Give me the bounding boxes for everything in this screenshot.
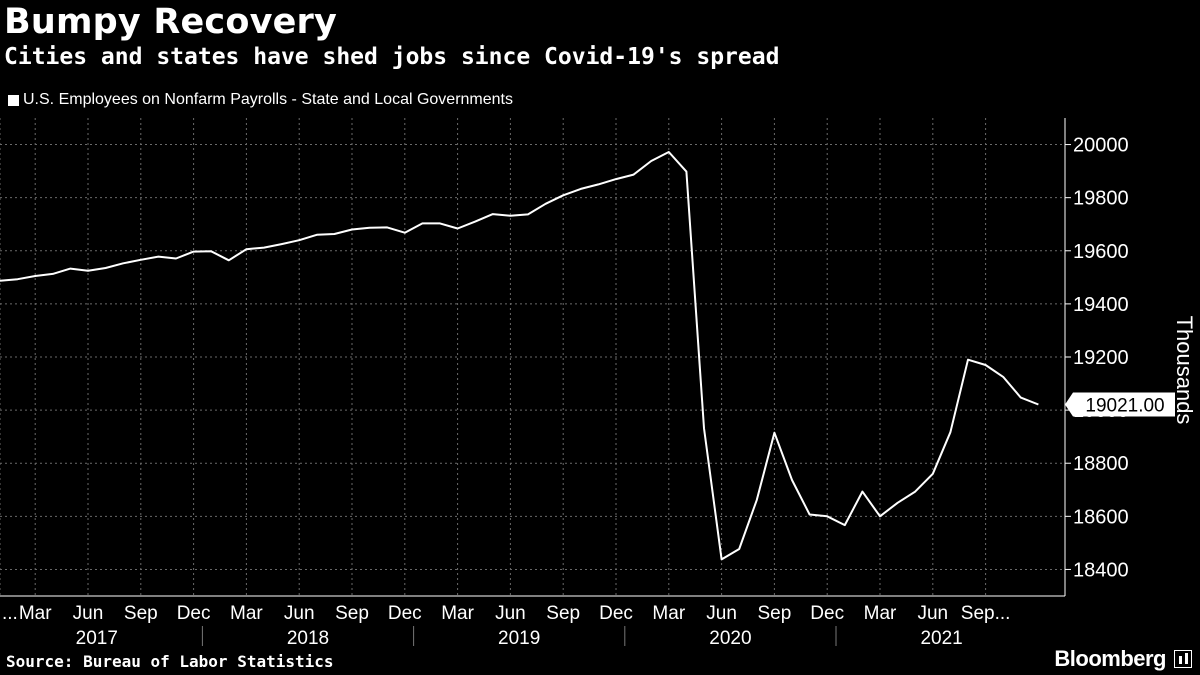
- x-tick-label: Jun: [917, 603, 948, 624]
- source-note: Source: Bureau of Labor Statistics: [6, 652, 334, 671]
- bloomberg-terminal-icon: [1174, 650, 1192, 668]
- y-tick-label: 19200: [1073, 347, 1129, 369]
- last-value-callout: [1065, 392, 1175, 417]
- legend: U.S. Employees on Nonfarm Payrolls - Sta…: [8, 91, 513, 109]
- x-year-label: 2019: [498, 628, 540, 649]
- legend-label: U.S. Employees on Nonfarm Payrolls - Sta…: [23, 91, 513, 108]
- x-axis: ... Mar Jun Sep Dec Mar Jun Sep Dec Mar Jun Sep Dec M…: [0, 595, 1065, 649]
- y-tick-label: 18800: [1073, 453, 1129, 475]
- x-tick-label: Sep: [335, 603, 369, 624]
- x-tick-label: Dec: [599, 603, 633, 624]
- x-tick-label: Mar: [19, 603, 52, 624]
- x-tick-label: Jun: [284, 603, 315, 624]
- legend-swatch: [8, 94, 19, 106]
- x-tick-label: Mar: [864, 603, 897, 624]
- last-value-label: 19021.00: [1085, 396, 1164, 417]
- y-tick-label: 19800: [1073, 188, 1129, 210]
- brand-logo: Bloomberg: [1054, 646, 1166, 671]
- y-tick-label: 18600: [1073, 506, 1129, 528]
- x-tick-label: Dec: [388, 603, 422, 624]
- y-tick-label: 18400: [1073, 559, 1129, 581]
- y-axis-label: Thousands: [1172, 316, 1197, 425]
- x-tick-label: Dec: [810, 603, 844, 624]
- x-year-label: 2017: [76, 628, 118, 649]
- x-tick-label: Mar: [230, 603, 263, 624]
- last-value-label-group: 19021.00: [1065, 392, 1175, 417]
- x-tick-label: Jun: [706, 603, 737, 624]
- series-line: [0, 151, 1039, 561]
- chart-title: Bumpy Recovery: [4, 2, 338, 42]
- y-tick-label: 20000: [1073, 135, 1129, 157]
- x-tick-label: Mar: [652, 603, 685, 624]
- x-tick-label: Jun: [495, 603, 526, 624]
- x-tick-label: Sep...: [961, 603, 1011, 624]
- x-tick-label: Dec: [177, 603, 211, 624]
- x-tick-label: ...: [2, 603, 18, 624]
- x-year-label: 2021: [920, 628, 962, 649]
- x-year-label: 2020: [709, 628, 751, 649]
- x-year-label: 2018: [287, 628, 329, 649]
- x-tick-label: Mar: [441, 603, 474, 624]
- y-axis: 1840018600188001900019200194001960019800…: [1064, 118, 1129, 596]
- y-tick-label: 19600: [1073, 241, 1129, 263]
- grid-lines: [0, 118, 1065, 596]
- x-tick-label: Sep: [124, 603, 158, 624]
- x-tick-label: Sep: [757, 603, 791, 624]
- x-tick-label: Sep: [546, 603, 580, 624]
- chart-subtitle: Cities and states have shed jobs since C…: [4, 44, 780, 70]
- y-tick-label: 19400: [1073, 294, 1129, 316]
- x-tick-label: Jun: [73, 603, 104, 624]
